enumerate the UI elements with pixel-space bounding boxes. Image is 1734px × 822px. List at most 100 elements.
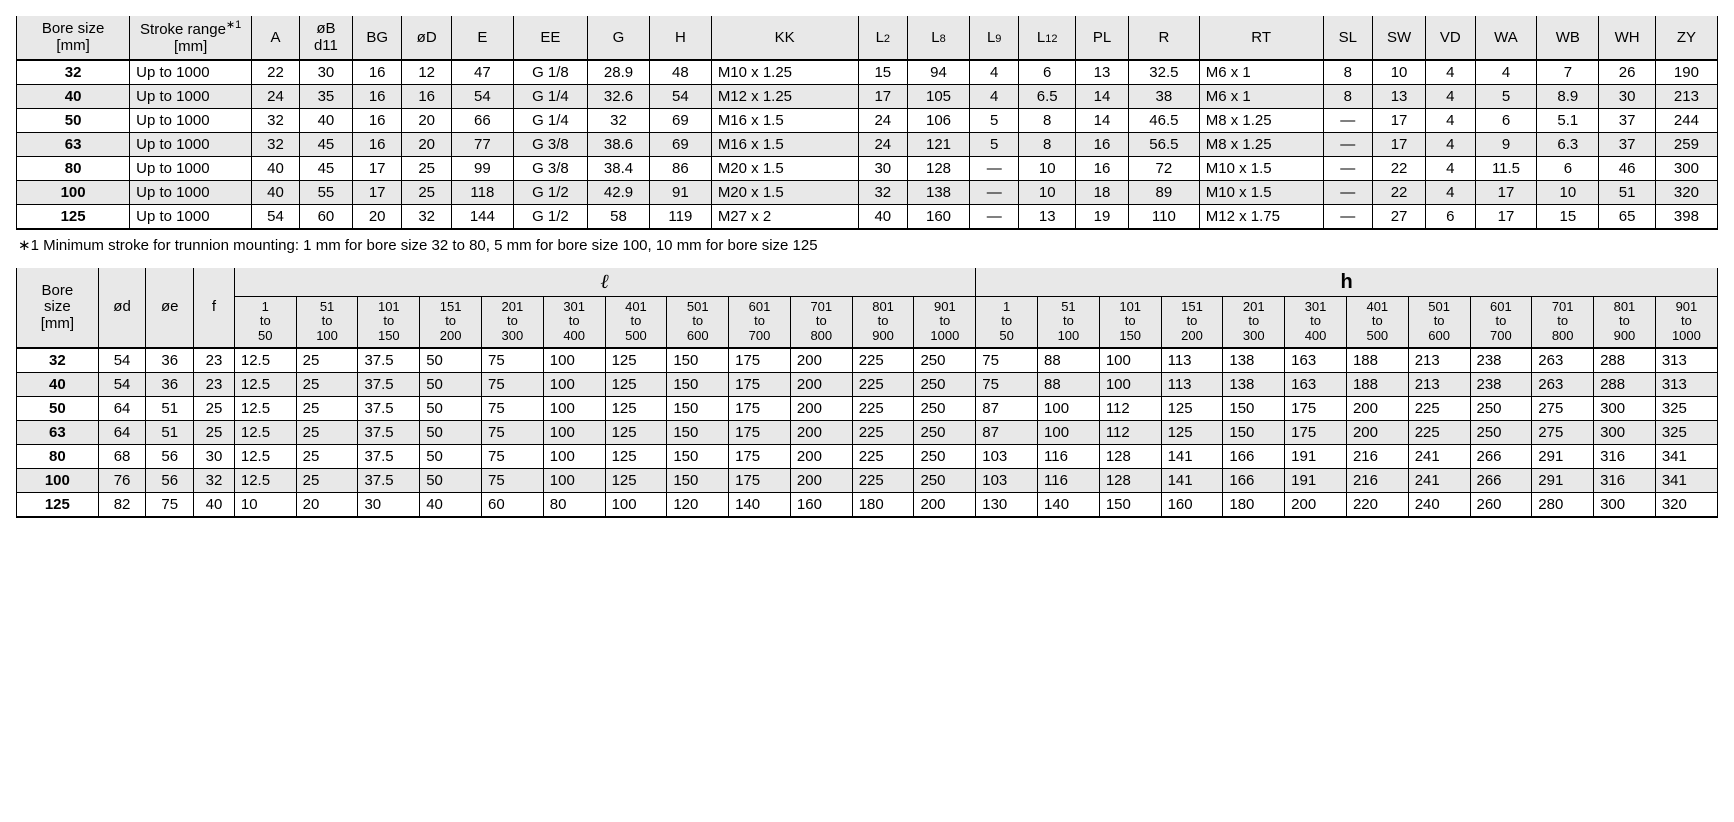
cell: 75 <box>146 493 194 518</box>
cell: 40 <box>299 108 352 132</box>
cell: 200 <box>1346 421 1408 445</box>
table-row: 1258275401020304060801001201401601802001… <box>17 493 1718 518</box>
cell: 191 <box>1285 445 1347 469</box>
cell: 240 <box>1408 493 1470 518</box>
table-row: 4054362312.52537.55075100125150175200225… <box>17 373 1718 397</box>
column-header: EE <box>513 16 587 60</box>
cell: 50 <box>420 373 482 397</box>
cell: 32 <box>252 132 300 156</box>
column-header: L9 <box>969 16 1019 60</box>
cell: 56.5 <box>1129 132 1200 156</box>
cell: 50 <box>17 397 99 421</box>
cell: 82 <box>98 493 146 518</box>
cell: 113 <box>1161 373 1223 397</box>
cell: 125 <box>17 493 99 518</box>
cell: 32 <box>17 60 130 85</box>
cell: 150 <box>1099 493 1161 518</box>
cell: 25 <box>296 421 358 445</box>
cell: 316 <box>1594 469 1656 493</box>
cell: 12.5 <box>234 421 296 445</box>
cell: 75 <box>976 348 1038 373</box>
cell: 56 <box>146 469 194 493</box>
cell: 163 <box>1285 348 1347 373</box>
cell: 40 <box>17 373 99 397</box>
cell: 22 <box>252 60 300 85</box>
cell: 40 <box>252 180 300 204</box>
column-header: 101to150 <box>358 296 420 348</box>
cell: 19 <box>1076 204 1129 229</box>
cell: 24 <box>252 84 300 108</box>
column-header: 51to100 <box>296 296 358 348</box>
cell: 12.5 <box>234 469 296 493</box>
cell: 37.5 <box>358 469 420 493</box>
cell: M12 x 1.25 <box>711 84 858 108</box>
cell: 27 <box>1373 204 1426 229</box>
cell: 25 <box>402 156 452 180</box>
cell: 275 <box>1532 421 1594 445</box>
cell: 30 <box>299 60 352 85</box>
cell: 30 <box>1599 84 1656 108</box>
cell: 130 <box>976 493 1038 518</box>
cell: 22 <box>1373 180 1426 204</box>
cell: 45 <box>299 132 352 156</box>
cell: 175 <box>729 469 791 493</box>
cell: 46 <box>1599 156 1656 180</box>
cell: 100 <box>543 421 605 445</box>
cell: 14 <box>1076 108 1129 132</box>
cell: 291 <box>1532 445 1594 469</box>
cell: 8 <box>1019 132 1076 156</box>
cell: 100 <box>543 373 605 397</box>
cell: Up to 1000 <box>130 108 252 132</box>
column-header: øBd11 <box>299 16 352 60</box>
table-header-row: Bore size[mm]Stroke range∗1[mm]AøBd11BGø… <box>17 16 1718 60</box>
cell: 25 <box>194 421 235 445</box>
cell: 13 <box>1019 204 1076 229</box>
cell: 160 <box>1161 493 1223 518</box>
cell: 4 <box>969 84 1019 108</box>
cell: 54 <box>649 84 711 108</box>
cell: 28.9 <box>588 60 650 85</box>
column-header: 301to400 <box>543 296 605 348</box>
cell: 191 <box>1285 469 1347 493</box>
cell: 121 <box>908 132 970 156</box>
cell: 50 <box>420 445 482 469</box>
cell: 23 <box>194 348 235 373</box>
cell: 160 <box>790 493 852 518</box>
cell: 116 <box>1038 469 1100 493</box>
cell: 144 <box>451 204 513 229</box>
cell: 36 <box>146 348 194 373</box>
cell: M20 x 1.5 <box>711 156 858 180</box>
cell: 150 <box>667 445 729 469</box>
column-header: WA <box>1475 16 1537 60</box>
cell: 50 <box>420 469 482 493</box>
cell: 13 <box>1373 84 1426 108</box>
cell: 125 <box>605 421 667 445</box>
cell: 398 <box>1655 204 1717 229</box>
cell: 119 <box>649 204 711 229</box>
cell: 50 <box>17 108 130 132</box>
cell: — <box>1323 204 1373 229</box>
cell: 180 <box>1223 493 1285 518</box>
cell: 128 <box>908 156 970 180</box>
cell: 213 <box>1655 84 1717 108</box>
cell: 12.5 <box>234 397 296 421</box>
cell: 68 <box>98 445 146 469</box>
cell: 13 <box>1076 60 1129 85</box>
cell: 316 <box>1594 445 1656 469</box>
cell: 6 <box>1537 156 1599 180</box>
table-row: 32Up to 10002230161247G 1/828.948M10 x 1… <box>17 60 1718 85</box>
cell: 190 <box>1655 60 1717 85</box>
cell: 77 <box>451 132 513 156</box>
cell: 100 <box>17 469 99 493</box>
cell: 120 <box>667 493 729 518</box>
cell: 69 <box>649 132 711 156</box>
cell: 225 <box>852 397 914 421</box>
column-header: 1to50 <box>234 296 296 348</box>
cell: 125 <box>17 204 130 229</box>
column-header: SW <box>1373 16 1426 60</box>
cell: — <box>969 156 1019 180</box>
cell: 54 <box>451 84 513 108</box>
column-header: 801to900 <box>1594 296 1656 348</box>
cell: 17 <box>858 84 908 108</box>
cell: 175 <box>1285 397 1347 421</box>
